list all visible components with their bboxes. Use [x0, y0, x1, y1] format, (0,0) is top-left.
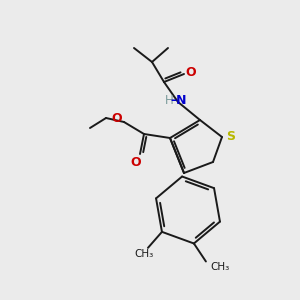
Text: O: O [186, 67, 196, 80]
Text: H: H [165, 94, 173, 106]
Text: CH₃: CH₃ [210, 262, 229, 272]
Text: S: S [226, 130, 236, 142]
Text: O: O [112, 112, 122, 125]
Text: –N: –N [171, 94, 187, 106]
Text: CH₃: CH₃ [134, 249, 154, 259]
Text: O: O [131, 155, 141, 169]
